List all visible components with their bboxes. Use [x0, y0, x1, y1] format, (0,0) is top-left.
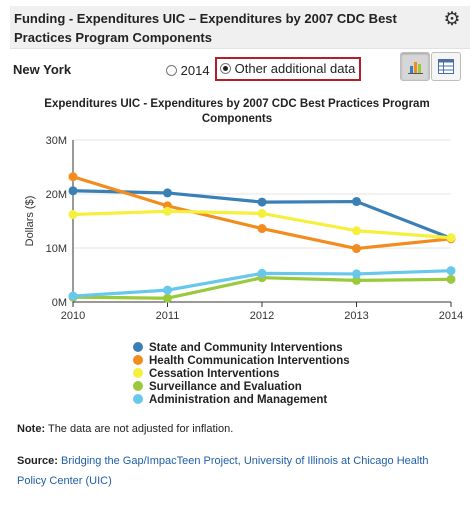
radio-option-other-data[interactable]: Other additional data: [215, 57, 362, 81]
legend-swatch: [133, 394, 143, 404]
data-point: [446, 266, 456, 276]
legend-label: Health Communication Interventions: [149, 355, 350, 367]
radio-button-selected[interactable]: [220, 63, 231, 74]
chart-legend: State and Community Interventions Health …: [133, 342, 350, 407]
table-view-button[interactable]: [431, 52, 461, 81]
y-tick-label: 10M: [46, 243, 67, 255]
data-point: [68, 186, 78, 196]
note-label: Note:: [17, 423, 46, 435]
chart-view-button[interactable]: [400, 52, 430, 81]
data-point: [446, 233, 456, 243]
legend-swatch: [133, 355, 143, 365]
x-tick-label: 2012: [250, 310, 274, 322]
radio-button[interactable]: [166, 65, 177, 76]
data-point: [163, 293, 172, 303]
legend-label: State and Community Interventions: [149, 342, 343, 354]
x-tick-label: 2013: [344, 310, 368, 322]
data-point: [163, 285, 172, 295]
x-tick-label: 2014: [439, 310, 463, 322]
data-point: [257, 268, 267, 278]
data-point: [257, 208, 267, 218]
data-point: [257, 224, 267, 234]
legend-item[interactable]: State and Community Interventions: [133, 342, 350, 355]
data-point: [446, 274, 456, 284]
state-label: New York: [13, 62, 72, 77]
data-point: [257, 197, 267, 207]
data-point: [163, 206, 172, 216]
chart-title: Expenditures UIC - Expenditures by 2007 …: [44, 98, 429, 125]
legend-item[interactable]: Surveillance and Evaluation: [133, 381, 350, 394]
legend-label: Cessation Interventions: [149, 368, 280, 380]
legend-swatch: [133, 342, 143, 352]
legend-label: Administration and Management: [149, 394, 328, 406]
y-tick-label: 0M: [52, 297, 67, 309]
gear-icon[interactable]: ⚙: [443, 9, 461, 30]
x-tick-label: 2011: [156, 310, 180, 322]
data-point: [68, 291, 78, 301]
note: Note: The data are not adjusted for infl…: [17, 423, 233, 435]
bar-chart-icon: [408, 62, 423, 74]
legend-item[interactable]: Cessation Interventions: [133, 368, 350, 381]
x-tick-label: 2010: [61, 310, 85, 322]
note-text: The data are not adjusted for inflation.: [47, 423, 234, 435]
radio-label-2014: 2014: [180, 63, 210, 78]
radio-option-2014[interactable]: 2014: [166, 63, 210, 78]
panel-header: Funding - Expenditures UIC – Expenditure…: [10, 6, 470, 49]
y-tick-label: 30M: [46, 135, 67, 147]
data-point: [352, 226, 361, 236]
data-point: [68, 172, 78, 182]
data-point: [352, 244, 361, 254]
legend-item[interactable]: Administration and Management: [133, 394, 350, 407]
y-tick-label: 20M: [46, 189, 67, 201]
source-link[interactable]: Bridging the Gap/ImpacTeen Project, Univ…: [17, 455, 429, 487]
data-point: [352, 275, 361, 285]
panel-title: Funding - Expenditures UIC – Expenditure…: [14, 11, 397, 45]
legend-item[interactable]: Health Communication Interventions: [133, 355, 350, 368]
legend-swatch: [133, 368, 143, 378]
legend-swatch: [133, 381, 143, 391]
data-point: [352, 197, 361, 207]
radio-label-other-data: Other additional data: [234, 61, 356, 76]
legend-label: Surveillance and Evaluation: [149, 381, 302, 393]
line-chart: Expenditures UIC - Expenditures by 2007 …: [24, 98, 463, 322]
source: Source: Bridging the Gap/ImpacTeen Proje…: [17, 451, 457, 491]
data-point: [163, 188, 172, 198]
y-axis-label: Dollars ($): [24, 196, 36, 247]
table-icon: [438, 59, 454, 74]
data-point: [68, 210, 78, 220]
data-point: [352, 269, 361, 279]
source-label: Source:: [17, 455, 58, 467]
